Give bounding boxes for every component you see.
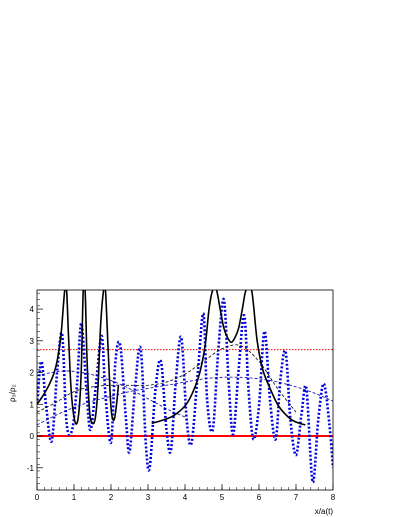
x-tick-label-2: 2: [109, 493, 114, 502]
y-axis-label-rho3: ρ₃/ρ₂: [8, 384, 17, 402]
x-axis-title: x/a(t): [315, 507, 334, 516]
x-tick-label-1: 1: [72, 493, 77, 502]
series-line-5: [37, 370, 186, 418]
series-line-4: [37, 376, 333, 426]
x-tick-label-4: 4: [183, 493, 188, 502]
y-tick-label-2: 1: [30, 400, 35, 409]
x-tick-label-3: 3: [146, 493, 151, 502]
y-tick-label-1: 0: [30, 432, 35, 441]
y-tick-label-0: -1: [27, 464, 35, 473]
y-tick-label-3: 2: [30, 369, 35, 378]
series-line-0: [37, 297, 333, 484]
x-tick-label-0: 0: [35, 493, 40, 502]
series-line-1: [37, 290, 120, 425]
x-tick-label-5: 5: [220, 493, 225, 502]
series-line-2: [151, 290, 306, 426]
x-tick-label-8: 8: [331, 493, 336, 502]
y-tick-label-4: 3: [30, 337, 35, 346]
y-tick-label-5: 4: [30, 305, 35, 314]
series-line-3: [37, 344, 297, 413]
x-tick-label-7: 7: [294, 493, 299, 502]
x-tick-label-6: 6: [257, 493, 262, 502]
